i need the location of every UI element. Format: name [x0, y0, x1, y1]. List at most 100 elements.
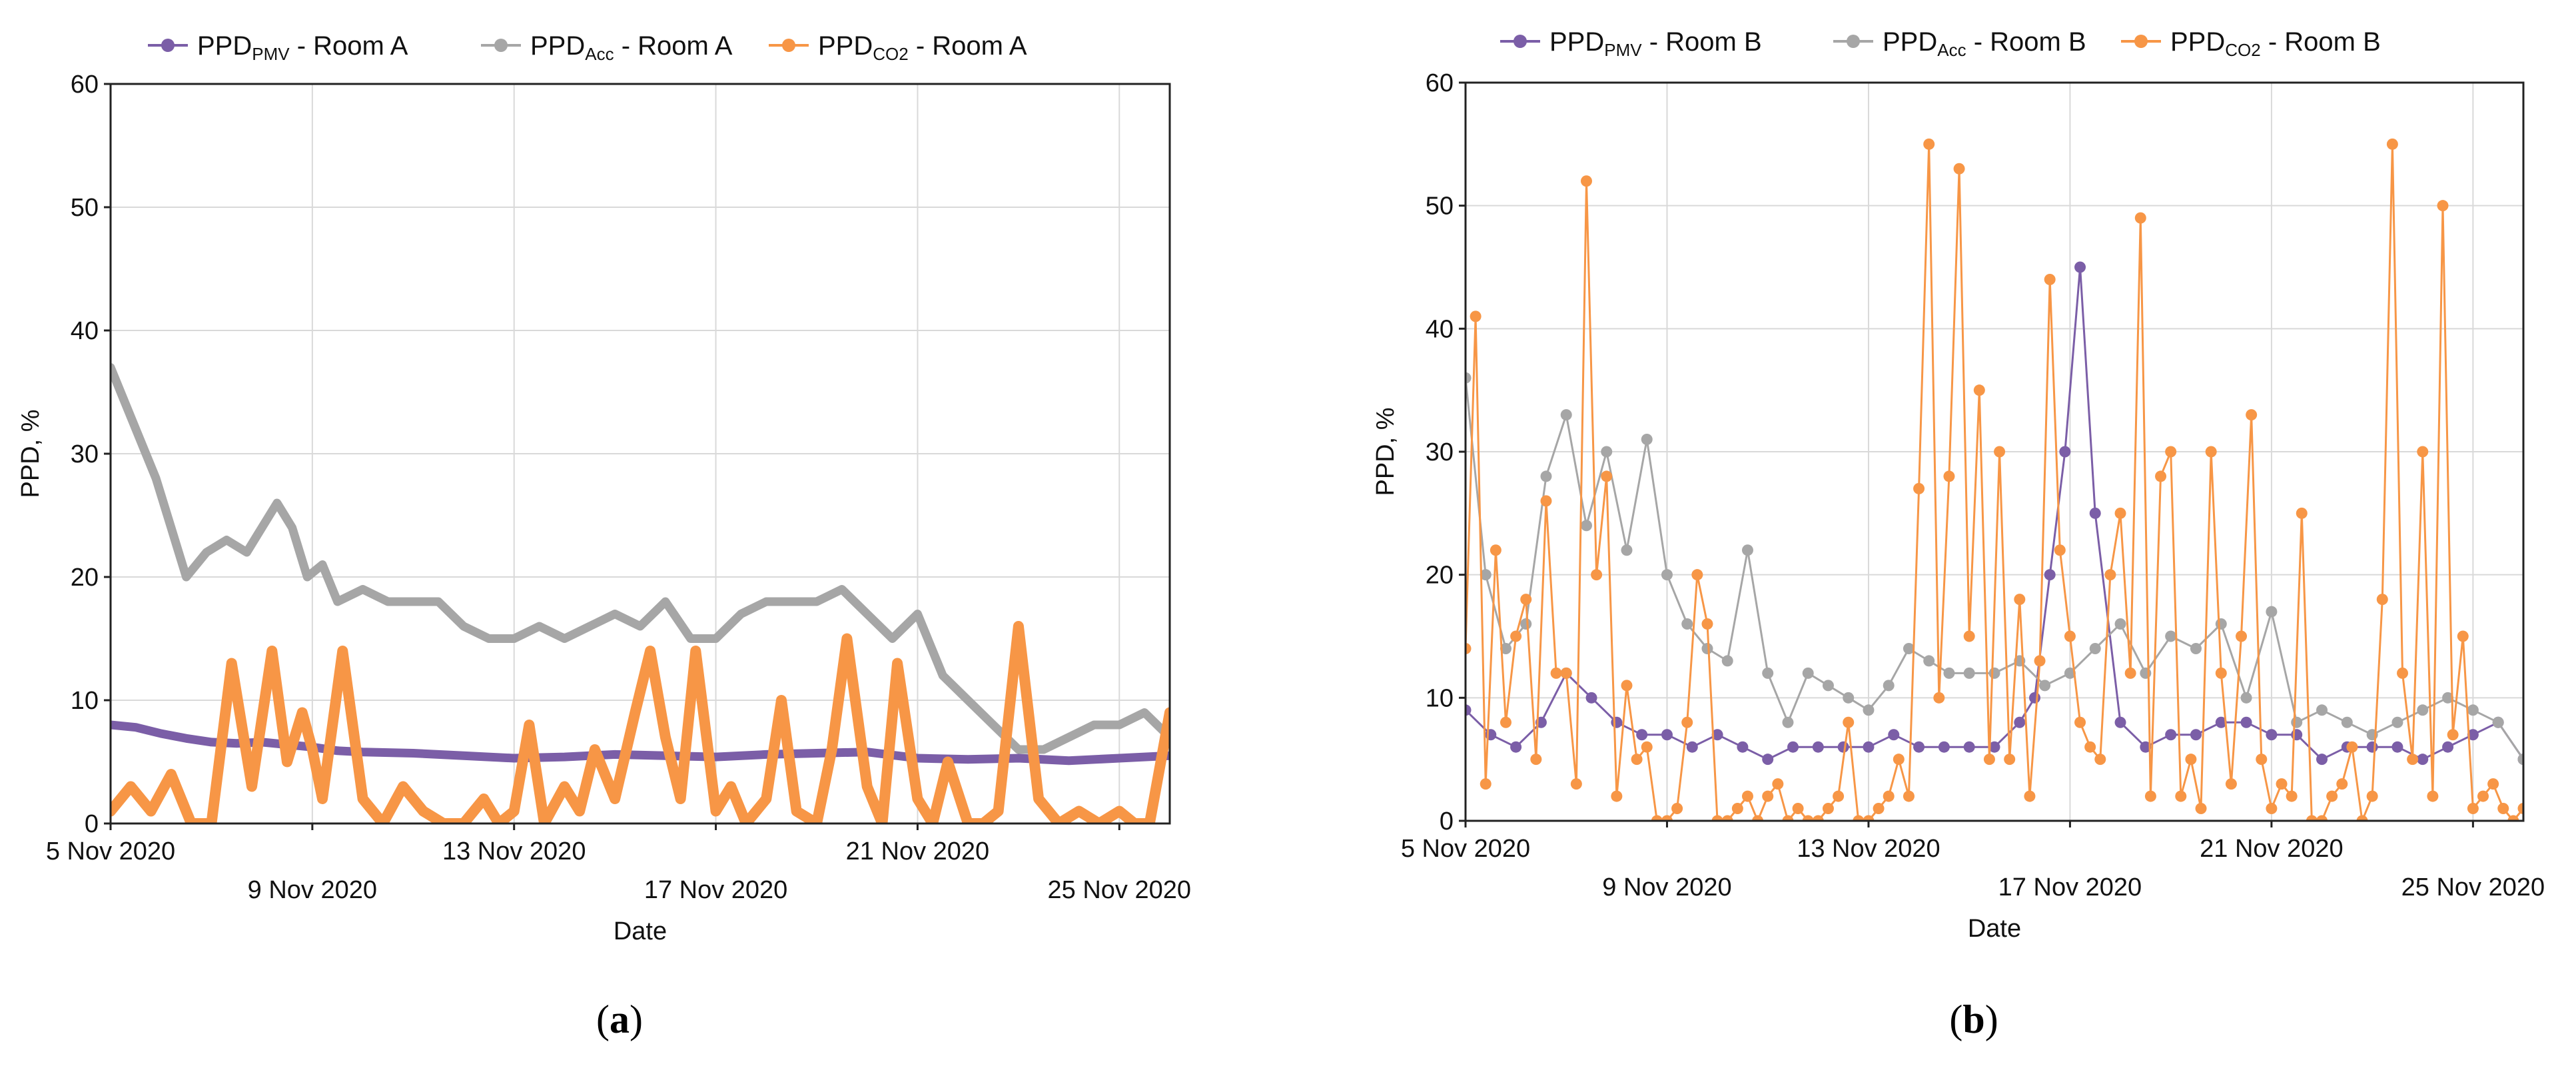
data-point-co2	[2266, 803, 2278, 815]
data-point-pmv	[2215, 716, 2227, 728]
panel-label: (b)	[1949, 997, 1998, 1041]
data-point-co2	[1510, 630, 1522, 642]
data-point-pmv	[1988, 741, 2000, 753]
data-point-pmv	[1466, 704, 1472, 716]
x-axis-label: Date	[614, 917, 667, 945]
data-point-co2	[2417, 446, 2429, 458]
data-point-co2	[1772, 778, 1784, 790]
data-point-acc	[1903, 642, 1915, 654]
data-point-pmv	[1585, 692, 1597, 704]
data-point-acc	[1681, 618, 1693, 630]
legend-item-pmv: PPDPMV - Room B	[1500, 27, 1762, 60]
data-point-pmv	[2165, 729, 2177, 741]
legend-label: PPDPMV - Room B	[1549, 27, 1762, 60]
y-tick-label: 50	[71, 194, 99, 222]
data-point-co2	[2144, 790, 2156, 802]
data-point-co2	[1923, 138, 1935, 150]
data-point-co2	[2497, 803, 2509, 815]
data-point-acc	[1621, 544, 1633, 556]
data-point-co2	[2356, 815, 2368, 821]
data-point-co2	[2326, 790, 2338, 802]
data-point-pmv	[2291, 729, 2303, 741]
data-point-pmv	[1711, 729, 1723, 741]
data-point-co2	[1591, 569, 1603, 581]
data-point-acc	[1580, 520, 1592, 532]
data-point-co2	[2165, 446, 2177, 458]
data-point-co2	[2205, 446, 2217, 458]
data-point-co2	[2467, 803, 2479, 815]
series-group	[1466, 138, 2523, 821]
panel-label-letter: b	[1962, 997, 1984, 1041]
legend-label-subscript: Acc	[1937, 40, 1966, 60]
y-tick-label: 60	[71, 71, 99, 99]
data-point-co2	[2397, 667, 2409, 679]
data-point-acc	[2140, 667, 2152, 679]
data-point-acc	[1988, 667, 2000, 679]
data-point-acc	[1782, 716, 1794, 728]
x-tick-label: 13 Nov 2020	[1797, 835, 1940, 863]
chart-panel-a: 0 10 20 30 40 50 60 5 Nov 2020 9 Nov 2020 13 Nov …	[17, 31, 1191, 1041]
legend-label: PPDAcc - Room A	[530, 31, 733, 64]
data-point-acc	[2064, 667, 2076, 679]
legend-label: PPDCO2 - Room B	[2170, 27, 2381, 60]
data-point-acc	[2190, 642, 2202, 654]
x-tick-label: 25 Nov 2020	[2401, 873, 2545, 901]
data-point-co2	[2024, 790, 2036, 802]
chart-panel-b: 0 10 20 30 40 50 60 5 Nov 2020 9 Nov 2020 13 Nov …	[1372, 27, 2545, 1041]
legend-label-suffix: - Room A	[290, 31, 408, 61]
data-point-co2	[1873, 803, 1885, 815]
legend-item-acc: PPDAcc - Room B	[1833, 27, 2086, 60]
data-point-co2	[1661, 815, 1673, 821]
data-point-acc	[1721, 655, 1733, 667]
y-tick-label: 30	[1426, 438, 1454, 466]
data-point-pmv	[1938, 741, 1950, 753]
data-point-co2	[1792, 803, 1804, 815]
legend-marker	[2134, 35, 2148, 48]
data-point-acc	[2316, 704, 2328, 716]
data-point-co2	[2386, 138, 2398, 150]
data-point-co2	[1973, 384, 1985, 396]
data-point-co2	[2134, 212, 2146, 224]
data-point-co2	[1711, 815, 1723, 821]
legend-label-base: PPD	[818, 31, 873, 61]
data-point-acc	[1963, 667, 1975, 679]
data-point-co2	[1802, 815, 1814, 821]
data-point-co2	[2437, 200, 2449, 212]
data-point-acc	[1520, 618, 1532, 630]
data-point-co2	[2457, 630, 2469, 642]
data-point-pmv	[2442, 741, 2454, 753]
y-axis-label: PPD, %	[1372, 407, 1400, 496]
legend-label-subscript: PMV	[1604, 40, 1642, 60]
data-point-acc	[2240, 692, 2252, 704]
data-point-pmv	[1837, 741, 1849, 753]
data-point-co2	[1822, 803, 1834, 815]
data-point-acc	[1822, 680, 1834, 692]
data-point-co2	[2034, 655, 2046, 667]
data-point-co2	[1913, 482, 1925, 494]
data-point-co2	[2447, 729, 2459, 741]
data-point-co2	[2427, 790, 2439, 802]
y-tick-label: 0	[1440, 807, 1454, 835]
legend-label-suffix: - Room A	[614, 31, 733, 61]
x-tick-label: 9 Nov 2020	[248, 876, 377, 904]
legend-label-subscript: CO2	[873, 44, 908, 64]
data-point-co2	[2104, 569, 2116, 581]
data-point-pmv	[1661, 729, 1673, 741]
data-point-co2	[2054, 544, 2066, 556]
legend-item-acc: PPDAcc - Room A	[481, 31, 733, 64]
legend-label-base: PPD	[530, 31, 585, 61]
y-tick-label: 20	[1426, 562, 1454, 590]
data-point-co2	[2074, 716, 2086, 728]
data-point-acc	[1701, 642, 1713, 654]
data-point-co2	[2296, 507, 2308, 519]
data-point-pmv	[1963, 741, 1975, 753]
data-point-co2	[1994, 446, 2006, 458]
legend-marker	[782, 39, 795, 52]
series-line-acc	[111, 363, 1170, 754]
y-tick-label: 30	[71, 440, 99, 468]
data-point-pmv	[1888, 729, 1900, 741]
data-point-co2	[1621, 680, 1633, 692]
data-point-co2	[2225, 778, 2237, 790]
data-point-acc	[1802, 667, 1814, 679]
